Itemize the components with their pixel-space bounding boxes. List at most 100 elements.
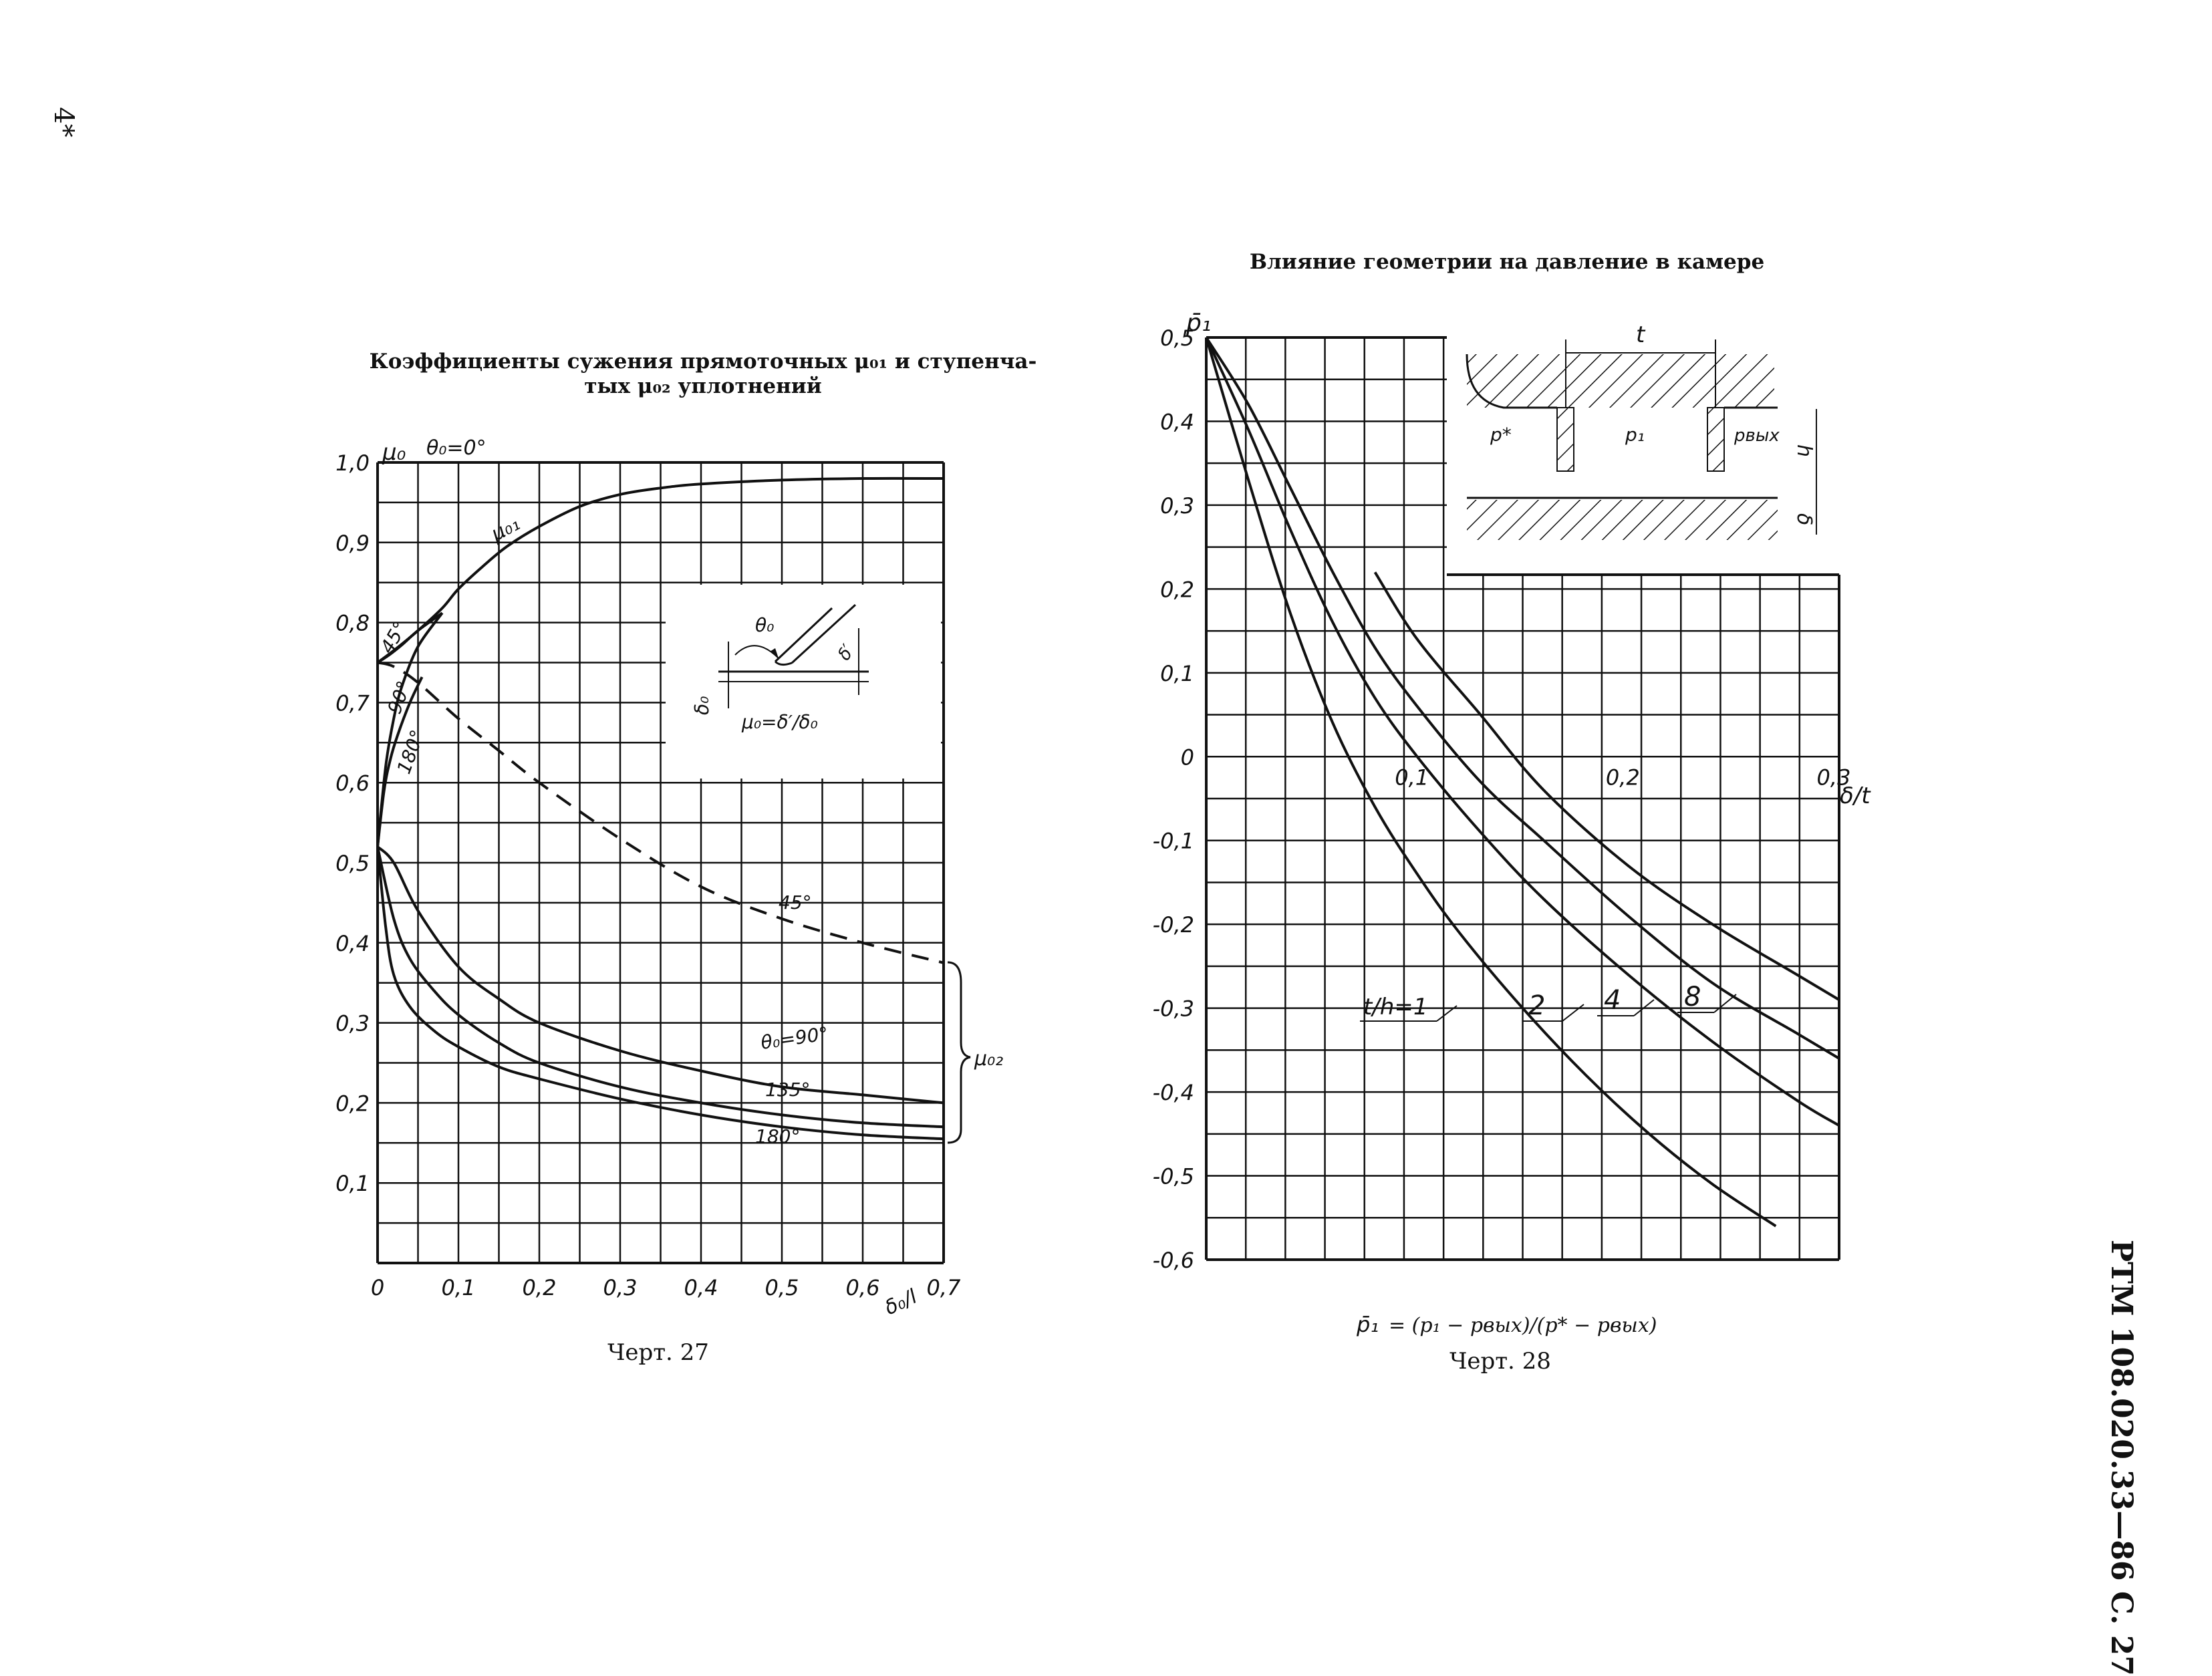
chart-28: Влияние геометрии на давление в камере 0… [1153, 250, 1872, 1375]
label-135: 135° [765, 1079, 810, 1101]
chart-28-formula-rhs: = (p₁ − pвых)/(p* − pвых) [1389, 1314, 1657, 1337]
chart-28-caption: Черт. 28 [1449, 1348, 1551, 1375]
label-4: 4 [1604, 985, 1621, 1016]
inset-angle-arrow [770, 648, 779, 658]
chart-27-caption: Черт. 27 [607, 1339, 709, 1366]
chart-27-title-line2: тых μ₀₂ уплотнений [584, 374, 822, 398]
inset-inlet-curve [1466, 354, 1557, 409]
x-tick-label: 0 [371, 1275, 384, 1300]
inset-delta0-label: δ₀ [691, 696, 713, 715]
y-tick-label: 0,9 [335, 531, 370, 556]
series-line-7 [376, 846, 944, 1141]
mu02-bracket [947, 961, 971, 1144]
y-tick-label: 0,5 [335, 851, 370, 876]
y-tick-label: 1,0 [335, 450, 370, 476]
label-45-dashed: 45° [779, 891, 812, 914]
x-tick-label: 0,6 [846, 1275, 880, 1300]
x-tick-label: 0,5 [765, 1275, 799, 1300]
chart-28-formula-lhs: p̄₁ [1356, 1312, 1379, 1337]
inset-delta-label: δ [1792, 513, 1816, 525]
inset-p1: p₁ [1625, 424, 1645, 446]
inset-top-hatch [1467, 354, 1774, 408]
x-tick-label: 0,4 [684, 1275, 718, 1300]
inset-blade [774, 603, 857, 666]
inset-h-label: h [1792, 444, 1816, 457]
inset-t-label: t [1636, 321, 1646, 348]
x-tick-label: 0,1 [442, 1275, 476, 1300]
label-90-upper: 90° [384, 678, 416, 716]
label-2-leader [1562, 1004, 1584, 1022]
x-tick-label: 0,3 [1817, 764, 1851, 790]
label-t-h-1-leader [1436, 1005, 1458, 1022]
y-tick-label: 0,4 [1160, 409, 1194, 434]
y-tick-label: 0,3 [1160, 493, 1194, 519]
label-8-leader [1713, 994, 1737, 1013]
y-tick-label: -0,5 [1153, 1164, 1194, 1190]
chart-28-title: Влияние геометрии на давление в камере [1250, 250, 1764, 274]
chart-27-x-axis-label: δ₀/l [881, 1285, 922, 1320]
y-tick-label: 0 [1181, 744, 1194, 770]
chart-28-curve-labels: t/h=1 2 4 8 [1360, 982, 1737, 1022]
chart-27-title-line1: Коэффициенты сужения прямоточных μ₀₁ и с… [370, 350, 1037, 374]
chart-27-curves [376, 476, 944, 1141]
label-180-lower: 180° [755, 1125, 800, 1147]
y-tick-label: -0,4 [1153, 1080, 1194, 1105]
x-tick-label: 0,1 [1395, 764, 1429, 790]
chart-28-grid: 0,1 0,2 0,3 0,5 0,4 0,3 0,2 0,1 0 -0,1 -0,2 -0,3 -0,… [1153, 325, 1851, 1273]
chart-28-y-axis-label: p̄₁ [1186, 309, 1211, 337]
y-tick-label: 0,5 [1160, 325, 1194, 351]
y-tick-label: 0,6 [335, 771, 370, 796]
series-line-6 [376, 846, 944, 1129]
y-tick-label: 0,7 [335, 690, 370, 716]
label-4-leader [1633, 999, 1655, 1016]
chart-27-y-axis-extra: θ₀=0° [426, 436, 487, 460]
y-tick-label: -0,6 [1153, 1248, 1194, 1273]
inset-p-out: pвых [1734, 426, 1780, 446]
y-tick-label: 0,3 [335, 1011, 370, 1036]
series-line-4 [377, 661, 944, 964]
series-line-1 [376, 611, 443, 664]
series-line-3 [1373, 571, 1840, 1001]
label-45-solid: 45° [376, 617, 411, 657]
inset-tooth-right [1707, 407, 1725, 472]
x-tick-label: 0,7 [927, 1275, 962, 1300]
y-tick-label: 0,2 [1160, 577, 1194, 602]
y-tick-label: -0,2 [1153, 912, 1194, 938]
inset-angle-label: θ₀ [755, 614, 774, 636]
mu02-label: μ₀₂ [974, 1047, 1003, 1071]
label-2: 2 [1528, 990, 1545, 1021]
series-line-5 [376, 845, 944, 1105]
x-tick-label: 0,2 [523, 1275, 557, 1300]
chart-28-x-axis-label: δ/t [1840, 783, 1871, 809]
label-theta-90: θ₀=90° [759, 1022, 829, 1054]
inset-p-star: p* [1490, 424, 1512, 446]
chart-27: Коэффициенты сужения прямоточных μ₀₁ и с… [335, 350, 1036, 1366]
series-line-3 [376, 676, 424, 847]
y-tick-label: 0,4 [335, 931, 370, 956]
inset-chamber [1574, 408, 1707, 471]
y-tick-label: 0,8 [335, 611, 370, 636]
chart-27-inset-diagram: θ₀ δ₀ δ′ μ₀=δ′/δ₀ [666, 585, 941, 779]
y-tick-label: -0,1 [1153, 829, 1194, 854]
y-tick-label: -0,3 [1153, 996, 1194, 1022]
chart-27-y-axis-label: μ₀ [382, 439, 406, 466]
series-line-1 [1205, 337, 1840, 1127]
chart-27-grid: 0 0,1 0,2 0,3 0,4 0,5 0,6 0,7 0,1 0,2 0,3 0,4 0,5 0,6… [335, 450, 961, 1300]
y-tick-label: 0,1 [335, 1171, 370, 1196]
label-t-h-1: t/h=1 [1363, 994, 1427, 1020]
y-tick-label: 0,2 [335, 1091, 370, 1116]
label-8: 8 [1684, 982, 1701, 1012]
inset-tooth-left [1556, 407, 1574, 472]
series-line-0 [1205, 337, 1777, 1228]
inset-formula: μ₀=δ′/δ₀ [741, 711, 818, 733]
label-mu01: μ₀₁ [487, 512, 523, 547]
inset-shaft-hatch [1467, 500, 1778, 540]
chart-28-curves [1205, 336, 1840, 1228]
series-line-2 [1205, 336, 1840, 1060]
series-line-0 [376, 476, 944, 664]
x-tick-label: 0,3 [603, 1275, 638, 1300]
chart-28-inset-diagram: t h δ p* p₁ pвых [1466, 321, 1817, 540]
y-tick-label: 0,1 [1160, 661, 1194, 686]
